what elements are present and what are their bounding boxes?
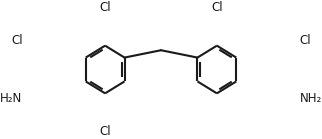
Text: Cl: Cl [99, 1, 111, 14]
Text: NH₂: NH₂ [299, 92, 322, 105]
Text: Cl: Cl [299, 34, 311, 47]
Text: Cl: Cl [211, 1, 223, 14]
Text: Cl: Cl [99, 125, 111, 138]
Text: Cl: Cl [11, 34, 23, 47]
Text: H₂N: H₂N [0, 92, 23, 105]
